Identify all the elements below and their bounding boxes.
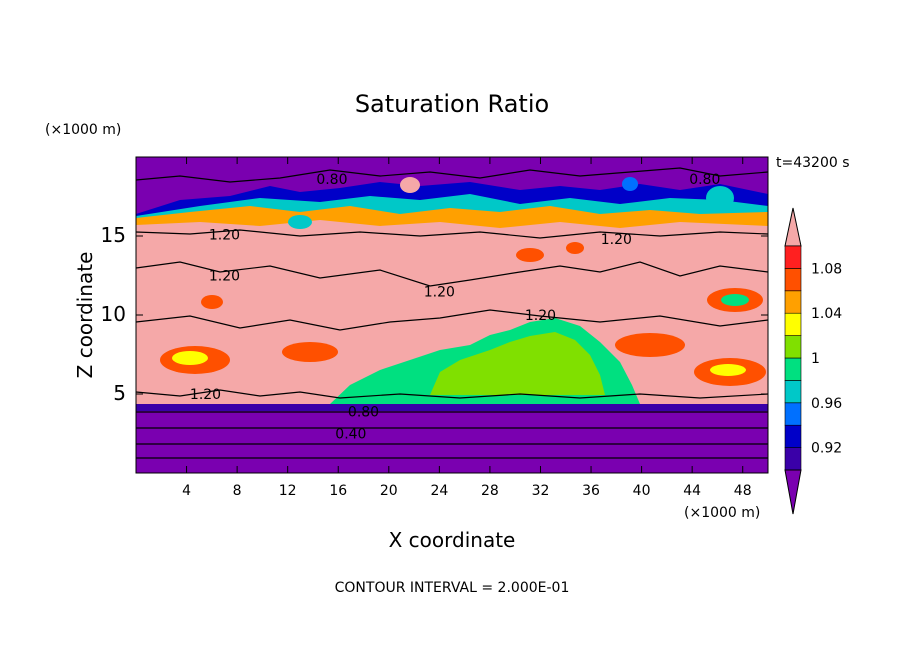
colorbar: 0.92 0.96 1 1.04 1.08 xyxy=(784,207,842,515)
colorbar-tick-label: 1 xyxy=(811,351,820,367)
x-tick-label: 40 xyxy=(633,483,651,499)
colorbar-swatch xyxy=(784,424,802,448)
colorbar-tick-label: 0.92 xyxy=(811,441,842,457)
field-patch xyxy=(516,248,544,262)
x-axis-ticks: 4 8 12 16 20 24 28 32 36 40 44 48 xyxy=(182,157,752,499)
x-tick-label: 36 xyxy=(582,483,600,499)
contour-label: 0.80 xyxy=(316,172,347,188)
y-tick-label: 5 xyxy=(113,381,126,405)
contour-label: 1.20 xyxy=(424,284,455,300)
contour-lines xyxy=(136,167,768,459)
y-tick-label: 10 xyxy=(101,302,126,326)
x-unit-label: (×1000 m) xyxy=(684,505,760,521)
colorbar-swatch xyxy=(784,447,802,471)
field-patch xyxy=(615,333,685,357)
contour-label: 1.20 xyxy=(209,227,240,243)
colorbar-swatch xyxy=(784,290,802,314)
x-tick-label: 20 xyxy=(380,483,398,499)
y-axis-ticks: 5 10 15 xyxy=(101,223,768,405)
colorbar-tick-label: 0.96 xyxy=(811,396,842,412)
x-tick-label: 4 xyxy=(182,483,191,499)
field-patch xyxy=(721,294,749,306)
y-unit-label: (×1000 m) xyxy=(45,122,121,138)
contour-line xyxy=(136,167,768,183)
x-tick-label: 44 xyxy=(683,483,701,499)
y-axis-label: Z coordinate xyxy=(73,252,97,379)
contour-interval-footer: CONTOUR INTERVAL = 2.000E-01 xyxy=(335,580,570,596)
contour-label: 1.20 xyxy=(190,387,221,403)
field-patch xyxy=(706,186,734,210)
contour-label-layer: 0.80 0.80 1.20 1.20 1.20 1.20 1.20 1.20 0.80 0.40 xyxy=(190,172,720,442)
field-patch xyxy=(201,295,223,309)
contour-line xyxy=(136,229,768,239)
contour-line xyxy=(136,389,768,399)
x-tick-label: 12 xyxy=(279,483,297,499)
contour-line xyxy=(136,309,768,331)
x-tick-label: 16 xyxy=(329,483,347,499)
x-tick-label: 8 xyxy=(233,483,242,499)
field-band-lower-dark xyxy=(136,404,768,411)
field-patch xyxy=(172,351,208,365)
colorbar-tick-label: 1.04 xyxy=(811,306,842,322)
colorbar-swatch xyxy=(784,268,802,292)
colorbar-swatch xyxy=(784,245,802,269)
contour-label: 1.20 xyxy=(601,232,632,248)
colorbar-tick-label: 1.08 xyxy=(811,261,842,277)
contour-label: 0.40 xyxy=(335,427,366,443)
contour-label: 0.80 xyxy=(348,404,379,420)
field-patch xyxy=(566,242,584,254)
colorbar-swatch xyxy=(784,335,802,359)
field-cloud-lime xyxy=(430,332,605,395)
x-tick-label: 24 xyxy=(430,483,448,499)
field-patch xyxy=(710,364,746,376)
field-patch xyxy=(400,177,420,193)
chart-title: Saturation Ratio xyxy=(355,90,549,118)
field-band-lower xyxy=(136,404,768,473)
colorbar-swatch xyxy=(784,380,802,404)
contour-label: 1.20 xyxy=(525,308,556,324)
colorbar-swatch xyxy=(784,357,802,381)
contour-line xyxy=(136,261,768,287)
field-patch xyxy=(622,177,638,191)
contour-label: 1.20 xyxy=(209,269,240,285)
x-tick-label: 32 xyxy=(532,483,550,499)
x-axis-label: X coordinate xyxy=(389,528,516,552)
field-patch xyxy=(282,342,338,362)
contour-label: 0.80 xyxy=(689,172,720,188)
colorbar-extend-top xyxy=(784,207,802,247)
colorbar-swatch xyxy=(784,402,802,426)
field-patch xyxy=(288,215,312,229)
x-tick-label: 28 xyxy=(481,483,499,499)
time-label: t=43200 s xyxy=(776,155,850,171)
colorbar-swatch xyxy=(784,312,802,336)
plot-area xyxy=(136,157,768,473)
colorbar-extend-bottom xyxy=(784,469,802,515)
y-tick-label: 15 xyxy=(101,223,126,247)
x-tick-label: 48 xyxy=(734,483,752,499)
